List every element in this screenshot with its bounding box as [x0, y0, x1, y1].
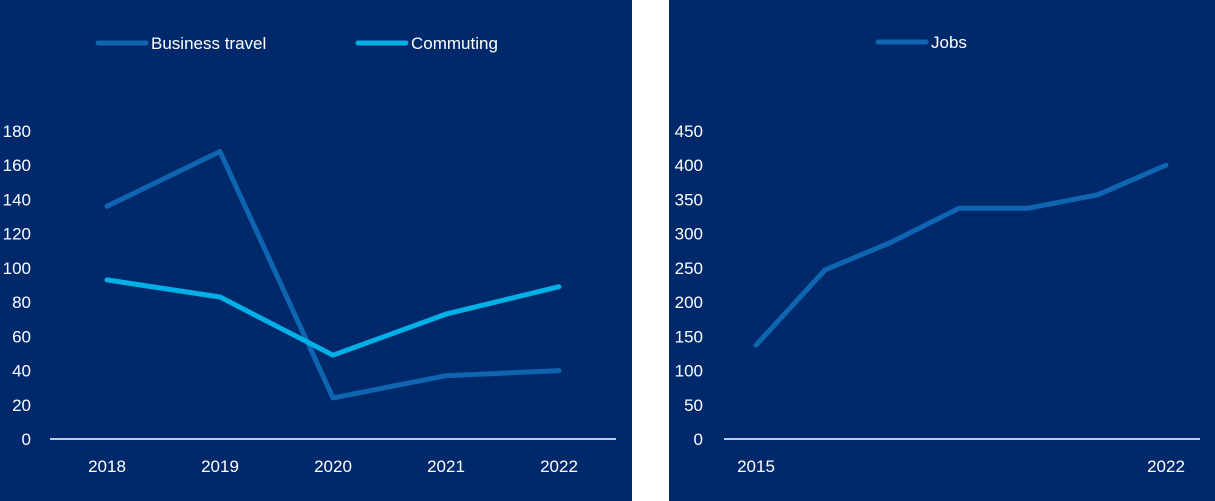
jobs-line-chart: Jobs 0 50 100 150 200 250 300 350 400 450 2015 202…	[675, 33, 1200, 476]
y-tick-label: 20	[12, 396, 31, 415]
y-tick-label: 50	[684, 396, 703, 415]
y-tick-label: 140	[3, 190, 31, 209]
y-tick-label: 300	[675, 225, 703, 244]
x-tick-label: 2018	[88, 457, 126, 476]
legend: Business travel Commuting	[95, 34, 498, 53]
legend-label-business-travel: Business travel	[151, 34, 266, 53]
y-tick-label: 250	[675, 259, 703, 278]
series-line-commuting	[104, 277, 562, 358]
x-tick-label: 2019	[201, 457, 239, 476]
y-tick-label: 450	[675, 122, 703, 141]
y-axis-ticks: 0 50 100 150 200 250 300 350 400 450	[675, 122, 703, 449]
y-tick-label: 0	[22, 430, 31, 449]
series-line-business-travel	[104, 149, 562, 401]
legend-label-jobs: Jobs	[931, 33, 967, 52]
y-tick-label: 180	[3, 122, 31, 141]
y-tick-label: 100	[675, 362, 703, 381]
y-axis-ticks: 0 20 40 60 80 100 120 140 160 180	[3, 122, 31, 449]
series-line-jobs	[753, 162, 1169, 348]
y-tick-label: 400	[675, 156, 703, 175]
y-tick-label: 120	[3, 225, 31, 244]
x-tick-label: 2022	[1147, 457, 1185, 476]
x-axis-ticks: 2018 2019 2020 2021 2022	[88, 457, 578, 476]
y-tick-label: 40	[12, 362, 31, 381]
x-tick-label: 2020	[314, 457, 352, 476]
x-tick-label: 2015	[737, 457, 775, 476]
legend: Jobs	[875, 33, 967, 52]
y-tick-label: 160	[3, 156, 31, 175]
y-tick-label: 80	[12, 293, 31, 312]
y-tick-label: 200	[675, 293, 703, 312]
series-lines	[104, 149, 562, 401]
x-tick-label: 2022	[540, 457, 578, 476]
y-tick-label: 150	[675, 327, 703, 346]
y-tick-label: 0	[694, 430, 703, 449]
chart-panel-jobs: Jobs 0 50 100 150 200 250 300 350 400 450 2015 202…	[669, 0, 1215, 501]
y-tick-label: 100	[3, 259, 31, 278]
x-axis-ticks: 2015 2022	[737, 457, 1185, 476]
y-tick-label: 60	[12, 327, 31, 346]
x-tick-label: 2021	[427, 457, 465, 476]
y-tick-label: 350	[675, 190, 703, 209]
legend-label-commuting: Commuting	[411, 34, 498, 53]
series-lines	[753, 162, 1169, 348]
emissions-line-chart: Business travel Commuting 0 20 40 60 80 100 120…	[3, 34, 616, 476]
chart-panel-emissions: Business travel Commuting 0 20 40 60 80 100 120…	[0, 0, 632, 501]
